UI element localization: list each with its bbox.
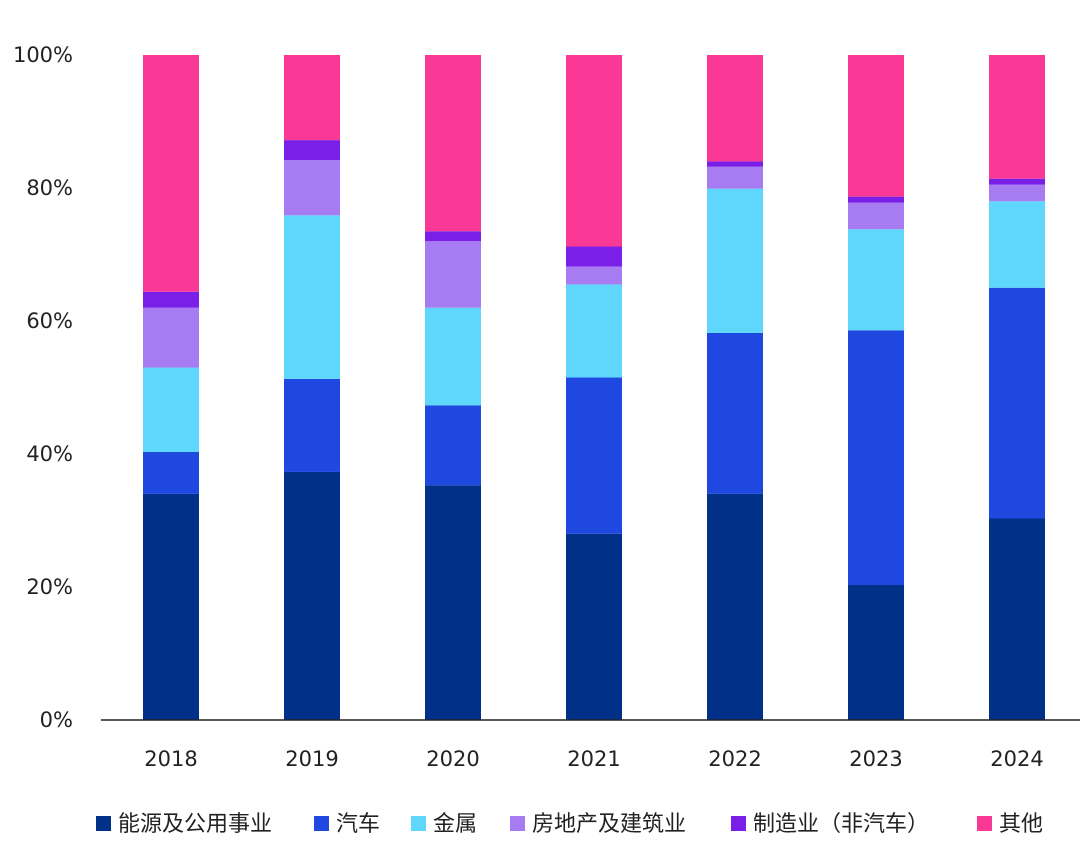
bar-segment-2022-s3 [707,166,763,189]
legend-label: 能源及公用事业 [118,812,272,837]
bar-segment-2023-s5 [848,55,904,197]
y-tick-label: 100% [13,43,73,67]
bar-segment-2018-s4 [143,291,199,308]
bar-segment-2022-s5 [707,55,763,162]
bar-segment-2024-s3 [989,184,1045,202]
bar-segment-2019-s4 [284,140,340,161]
bar-segment-2023-s3 [848,202,904,230]
bar-segment-2020-s1 [425,405,481,486]
bar-segment-2024-s2 [989,201,1045,288]
bar-segment-2018-s3 [143,307,199,368]
bar-stack-2018 [143,55,199,720]
bar-segment-2024-s4 [989,178,1045,185]
bar-segment-2022-s0 [707,493,763,720]
bar-stack-2021 [566,55,622,720]
bar-stack-2020 [425,55,481,720]
x-tick-label: 2022 [708,747,761,771]
y-tick-label: 20% [26,575,73,599]
bar-segment-2021-s3 [566,266,622,285]
bar-segment-2018-s2 [143,367,199,453]
bar-segment-2020-s3 [425,241,481,308]
bar-segment-2021-s0 [566,533,622,720]
bar-segment-2023-s1 [848,330,904,586]
legend-swatch [731,816,746,831]
legend-swatch [96,816,111,831]
bar-segment-2019-s3 [284,160,340,216]
legend-item: 汽车 [314,812,380,837]
y-tick-label: 0% [40,708,73,732]
bar-segment-2023-s2 [848,229,904,331]
x-tick-label: 2024 [990,747,1043,771]
bar-segment-2022-s1 [707,332,763,494]
x-axis-ticks: 2018 2019 2020 2021 2022 2023 2024 [144,747,1043,771]
bar-segment-2024-s1 [989,287,1045,519]
bar-segment-2018-s0 [143,493,199,720]
x-tick-label: 2023 [849,747,902,771]
legend-label: 其他 [999,812,1043,837]
x-tick-label: 2019 [285,747,338,771]
bar-stack-2023 [848,55,904,720]
y-tick-label: 60% [26,309,73,333]
bar-stack-2024 [989,55,1045,720]
bar-segment-2022-s4 [707,161,763,167]
legend-swatch [411,816,426,831]
legend-item: 金属 [411,812,477,837]
bar-segment-2021-s4 [566,246,622,267]
bar-segment-2018-s1 [143,452,199,494]
legend-item: 房地产及建筑业 [510,812,686,837]
bar-segment-2020-s5 [425,55,481,232]
bar-segment-2022-s2 [707,188,763,333]
bar-segment-2019-s5 [284,55,340,141]
y-tick-label: 80% [26,176,73,200]
bar-segment-2020-s0 [425,485,481,720]
bar-segment-2020-s4 [425,231,481,242]
legend-label: 房地产及建筑业 [532,812,686,837]
bar-stack-2019 [284,55,340,720]
bars [143,55,1045,720]
legend-label: 制造业（非汽车） [753,812,929,837]
legend-item: 其他 [977,812,1043,837]
legend-swatch [977,816,992,831]
x-tick-label: 2020 [426,747,479,771]
bar-segment-2019-s0 [284,471,340,720]
bar-segment-2024-s5 [989,55,1045,179]
legend-label: 金属 [433,812,477,837]
bar-segment-2021-s1 [566,377,622,534]
x-tick-label: 2021 [567,747,620,771]
x-tick-label: 2018 [144,747,197,771]
legend: 能源及公用事业 汽车 金属 房地产及建筑业 制造业（非汽车） 其他 [96,812,1043,837]
bar-segment-2021-s5 [566,55,622,247]
bar-stack-2022 [707,55,763,720]
y-tick-label: 40% [26,442,73,466]
legend-swatch [314,816,329,831]
bar-segment-2023-s4 [848,196,904,203]
bar-segment-2024-s0 [989,518,1045,720]
legend-item: 制造业（非汽车） [731,812,929,837]
bar-segment-2019-s1 [284,378,340,472]
bar-segment-2020-s2 [425,307,481,406]
bar-segment-2019-s2 [284,215,340,379]
legend-label: 汽车 [336,812,380,837]
y-axis-ticks: 0% 20% 40% 60% 80% 100% [13,43,73,732]
bar-segment-2021-s2 [566,284,622,378]
bar-segment-2023-s0 [848,585,904,720]
bar-segment-2018-s5 [143,55,199,292]
legend-item: 能源及公用事业 [96,812,272,837]
legend-swatch [510,816,525,831]
